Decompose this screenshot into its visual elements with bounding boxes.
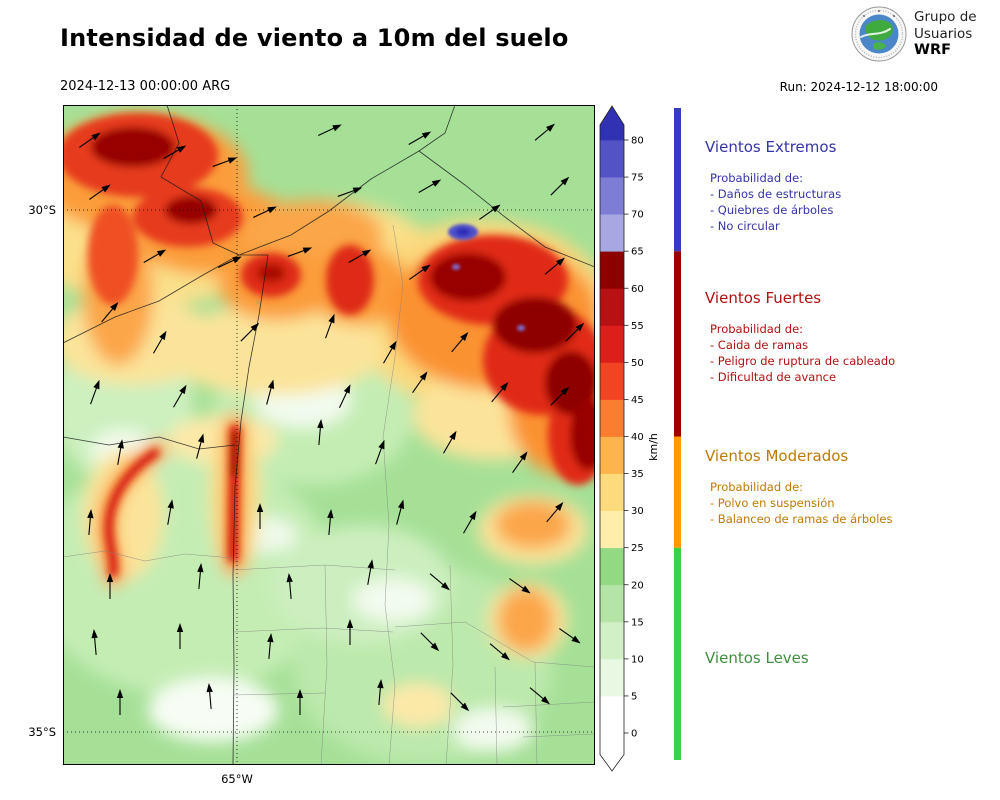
legend-section-extremos: Vientos Extremos Probabilidad de: - Daño…: [705, 138, 975, 234]
legend-item: - Polvo en suspensión: [710, 496, 835, 510]
wrf-logo-text: Grupo de Usuarios WRF: [914, 9, 977, 59]
legend-item: - No circular: [710, 219, 780, 233]
svg-text:km/h: km/h: [647, 433, 660, 461]
legend-title-fuertes: Vientos Fuertes: [705, 289, 822, 307]
legend-section-fuertes: Vientos Fuertes Probabilidad de: - Caida…: [705, 289, 975, 385]
svg-text:30: 30: [631, 506, 644, 517]
graticule: [63, 105, 595, 765]
legend-item: - Balanceo de ramas de árboles: [710, 512, 893, 526]
lat-tick-30s: 30°S: [28, 203, 56, 217]
svg-text:5: 5: [631, 691, 637, 702]
legend-item: - Caida de ramas: [710, 338, 809, 352]
svg-text:0: 0: [631, 729, 637, 740]
logo-line-1: Grupo de: [914, 9, 977, 26]
department-boundaries: [63, 224, 595, 765]
valid-time-label: 2024-12-13 00:00:00 ARG: [60, 79, 231, 94]
legend-item: - Daños de estructuras: [710, 187, 842, 201]
legend-probability-label: Probabilidad de:: [710, 480, 804, 494]
svg-text:60: 60: [631, 284, 644, 295]
lat-tick-35s: 35°S: [28, 725, 56, 739]
map-border: [63, 105, 595, 765]
svg-text:50: 50: [631, 358, 644, 369]
province-boundaries: [63, 105, 595, 765]
wind-intensity-map: [63, 105, 595, 765]
legend-section-leves: Vientos Leves: [705, 649, 975, 681]
legend-probability-label: Probabilidad de:: [710, 322, 804, 336]
lon-tick-65w: 65°W: [221, 772, 253, 786]
svg-text:20: 20: [631, 580, 644, 591]
legend-item: - Dificultad de avance: [710, 370, 837, 384]
legend-probability-label: Probabilidad de:: [710, 171, 804, 185]
svg-text:70: 70: [631, 210, 644, 221]
svg-text:15: 15: [631, 617, 644, 628]
svg-text:25: 25: [631, 543, 644, 554]
page-title: Intensidad de viento a 10m del suelo: [60, 24, 569, 52]
legend-title-leves: Vientos Leves: [705, 649, 809, 667]
run-time-label: Run: 2024-12-12 18:00:00: [779, 80, 938, 94]
logo-line-2: Usuarios: [914, 25, 973, 42]
svg-text:35: 35: [631, 469, 644, 480]
svg-text:45: 45: [631, 395, 644, 406]
wind-speed-field: [63, 105, 595, 765]
legend-item: - Quiebres de árboles: [710, 203, 834, 217]
svg-text:80: 80: [631, 136, 644, 147]
legend-section-moderados: Vientos Moderados Probabilidad de: - Pol…: [705, 447, 975, 527]
wind-speed-colorbar: 0 5 10 15 20 25 30 35 40 45 50 55 60 65 70 75 80 km/h: [599, 105, 681, 772]
svg-text:10: 10: [631, 654, 644, 665]
extreme-wind-spot: [448, 224, 525, 331]
wrf-logo: Grupo de Usuarios WRF: [850, 5, 1000, 63]
legend-item: - Peligro de ruptura de cableado: [710, 354, 896, 368]
svg-text:65: 65: [631, 247, 644, 258]
svg-text:75: 75: [631, 173, 644, 184]
wind-direction-arrows: [79, 123, 585, 715]
svg-text:40: 40: [631, 432, 644, 443]
svg-text:55: 55: [631, 321, 644, 332]
logo-line-3: WRF: [914, 42, 952, 59]
wrf-logo-globe-icon: [851, 6, 907, 62]
legend-title-extremos: Vientos Extremos: [705, 138, 837, 156]
legend-title-moderados: Vientos Moderados: [705, 447, 849, 465]
